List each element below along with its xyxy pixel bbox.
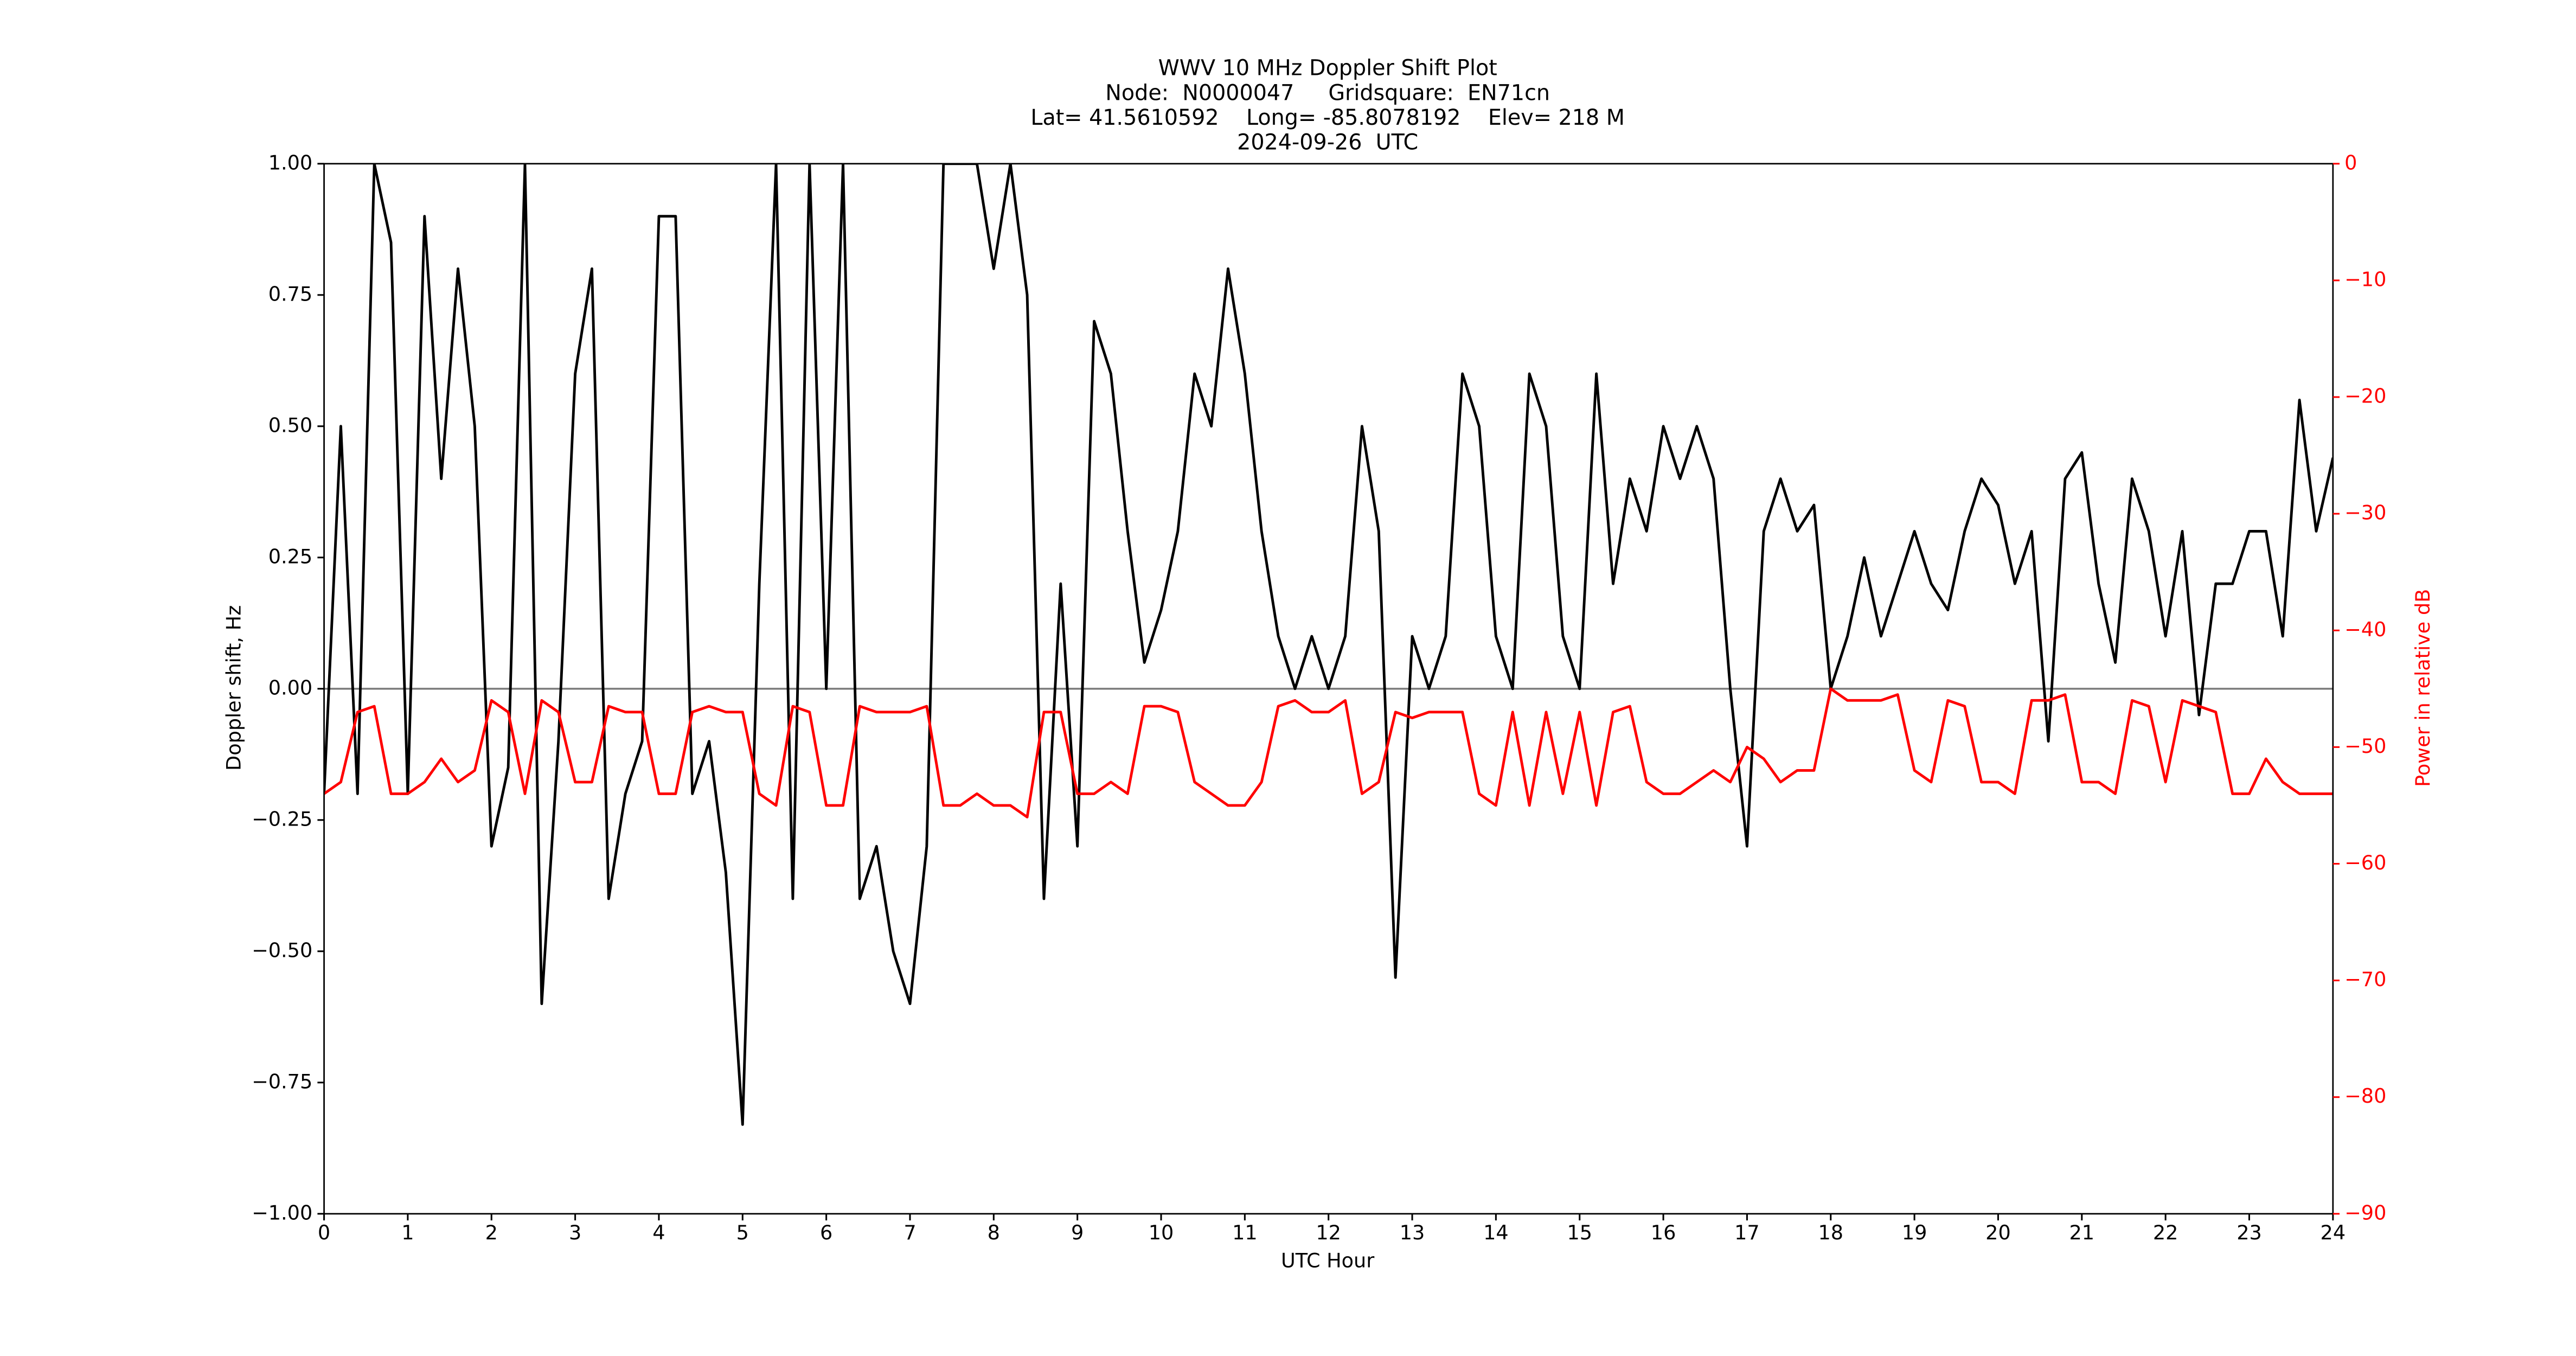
- y-tick-label: 0.50: [268, 413, 312, 437]
- y-tick-label: −0.25: [252, 807, 312, 830]
- x-tick-label: 13: [1400, 1221, 1425, 1244]
- x-tick-label: 1: [401, 1221, 414, 1244]
- y-tick-label: 0.25: [268, 545, 312, 568]
- plot-area: [324, 163, 2333, 1126]
- x-tick-label: 15: [1567, 1221, 1592, 1244]
- y2-tick-label: −10: [2344, 267, 2386, 291]
- x-tick-label: 24: [2321, 1221, 2346, 1244]
- y2-tick-label: −90: [2344, 1201, 2386, 1224]
- y-tick-label: 0.75: [268, 282, 312, 305]
- x-tick-label: 0: [318, 1221, 330, 1244]
- x-tick-label: 11: [1232, 1221, 1258, 1244]
- x-tick-label: 17: [1734, 1221, 1760, 1244]
- x-tick-label: 21: [2069, 1221, 2095, 1244]
- y-tick-label: −0.75: [252, 1070, 312, 1093]
- x-tick-label: 22: [2153, 1221, 2178, 1244]
- x-tick-label: 23: [2237, 1221, 2262, 1244]
- y2-tick-label: −60: [2344, 851, 2386, 874]
- x-tick-label: 19: [1902, 1221, 1927, 1244]
- x-tick-label: 20: [1985, 1221, 2011, 1244]
- y-tick-label: 0.00: [268, 676, 312, 699]
- x-tick-label: 8: [988, 1221, 1000, 1244]
- y2-tick-label: −50: [2344, 734, 2386, 758]
- y-tick-label: 1.00: [268, 151, 312, 174]
- x-tick-label: 4: [652, 1221, 665, 1244]
- y2-tick-label: −70: [2344, 968, 2386, 991]
- x-tick-label: 7: [903, 1221, 916, 1244]
- y2-tick-label: −20: [2344, 385, 2386, 408]
- title-line: WWV 10 MHz Doppler Shift Plot: [1158, 56, 1497, 81]
- x-tick-label: 9: [1071, 1221, 1084, 1244]
- x-tick-label: 3: [569, 1221, 581, 1244]
- x-tick-label: 10: [1149, 1221, 1174, 1244]
- x-tick-label: 16: [1651, 1221, 1676, 1244]
- y2-tick-label: −40: [2344, 618, 2386, 641]
- title-line: Lat= 41.5610592 Long= -85.8078192 Elev= …: [1030, 105, 1625, 130]
- x-tick-label: 6: [820, 1221, 832, 1244]
- x-tick-label: 14: [1483, 1221, 1509, 1244]
- y2-axis-label: Power in relative dB: [2411, 589, 2434, 787]
- y-tick-label: −1.00: [252, 1201, 312, 1224]
- x-tick-label: 12: [1316, 1221, 1341, 1244]
- y-axis-label: Doppler shift, Hz: [222, 605, 245, 771]
- x-tick-label: 18: [1818, 1221, 1843, 1244]
- y2-tick-label: −30: [2344, 501, 2386, 525]
- x-tick-label: 5: [736, 1221, 749, 1244]
- y2-tick-label: 0: [2344, 151, 2357, 174]
- y-tick-label: −0.50: [252, 938, 312, 962]
- title-line: Node: N0000047 Gridsquare: EN71cn: [1105, 80, 1550, 105]
- x-tick-label: 2: [485, 1221, 498, 1244]
- data-line: [324, 163, 2333, 1126]
- y2-tick-label: −80: [2344, 1084, 2386, 1108]
- data-line: [324, 687, 2333, 818]
- x-axis-label: UTC Hour: [1281, 1249, 1375, 1272]
- title-line: 2024-09-26 UTC: [1237, 130, 1418, 155]
